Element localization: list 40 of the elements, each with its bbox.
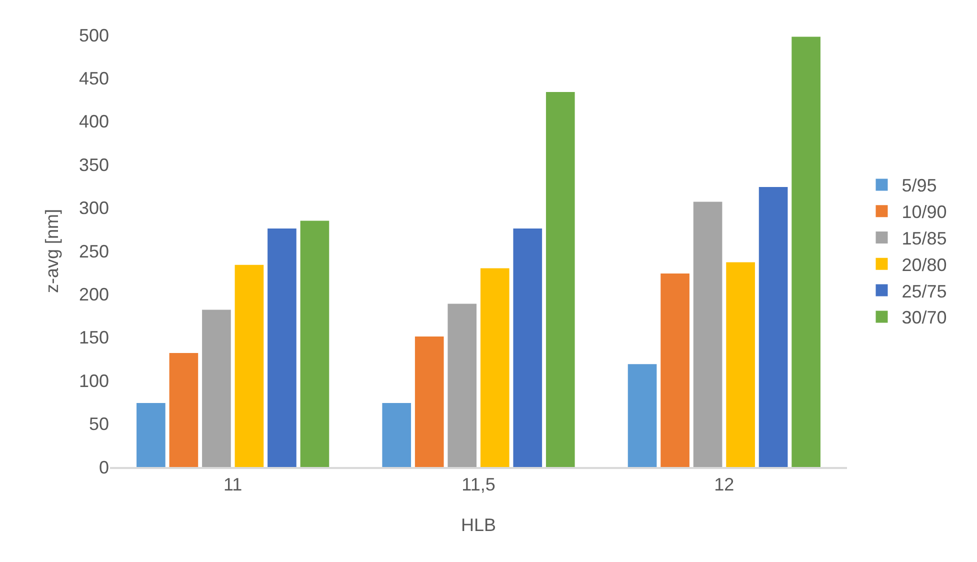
bar <box>480 268 510 467</box>
y-tick-label: 300 <box>78 198 109 218</box>
y-tick-label: 500 <box>78 25 109 46</box>
y-tick-label: 400 <box>78 112 109 132</box>
bar <box>382 403 412 467</box>
bar <box>202 310 231 467</box>
bar <box>234 264 264 467</box>
legend-label: 5/95 <box>902 176 937 196</box>
y-tick-label: 50 <box>88 414 109 434</box>
bar <box>513 228 542 467</box>
bar <box>693 202 722 467</box>
y-tick-label: 200 <box>78 284 109 304</box>
bar <box>792 36 820 467</box>
bar <box>546 92 575 467</box>
bar <box>136 403 166 467</box>
bar <box>300 220 330 467</box>
x-tick-label: 12 <box>714 474 734 495</box>
y-axis-title: z-avg [nm] <box>42 208 62 294</box>
y-tick-label: 100 <box>78 370 109 391</box>
y-tick-label: 350 <box>78 154 109 175</box>
y-tick-label: 450 <box>78 68 109 88</box>
legend-label: 20/80 <box>902 254 947 275</box>
legend-label: 25/75 <box>902 281 947 302</box>
bar <box>169 352 198 467</box>
x-tick-label: 11,5 <box>462 474 496 495</box>
bar <box>628 364 657 467</box>
bar <box>660 273 690 467</box>
x-axis-title: HLB <box>460 515 496 536</box>
bar <box>758 187 788 467</box>
legend-label: 30/70 <box>902 308 947 328</box>
bar <box>448 304 477 467</box>
bar <box>726 262 755 467</box>
bar <box>414 336 444 467</box>
x-tick-label: 11 <box>223 474 242 495</box>
bar <box>268 228 296 467</box>
legend-label: 15/85 <box>902 228 947 249</box>
y-tick-label: 0 <box>98 457 109 478</box>
y-tick-label: 150 <box>78 328 109 348</box>
y-tick-label: 250 <box>78 241 109 262</box>
legend-label: 10/90 <box>902 202 947 222</box>
